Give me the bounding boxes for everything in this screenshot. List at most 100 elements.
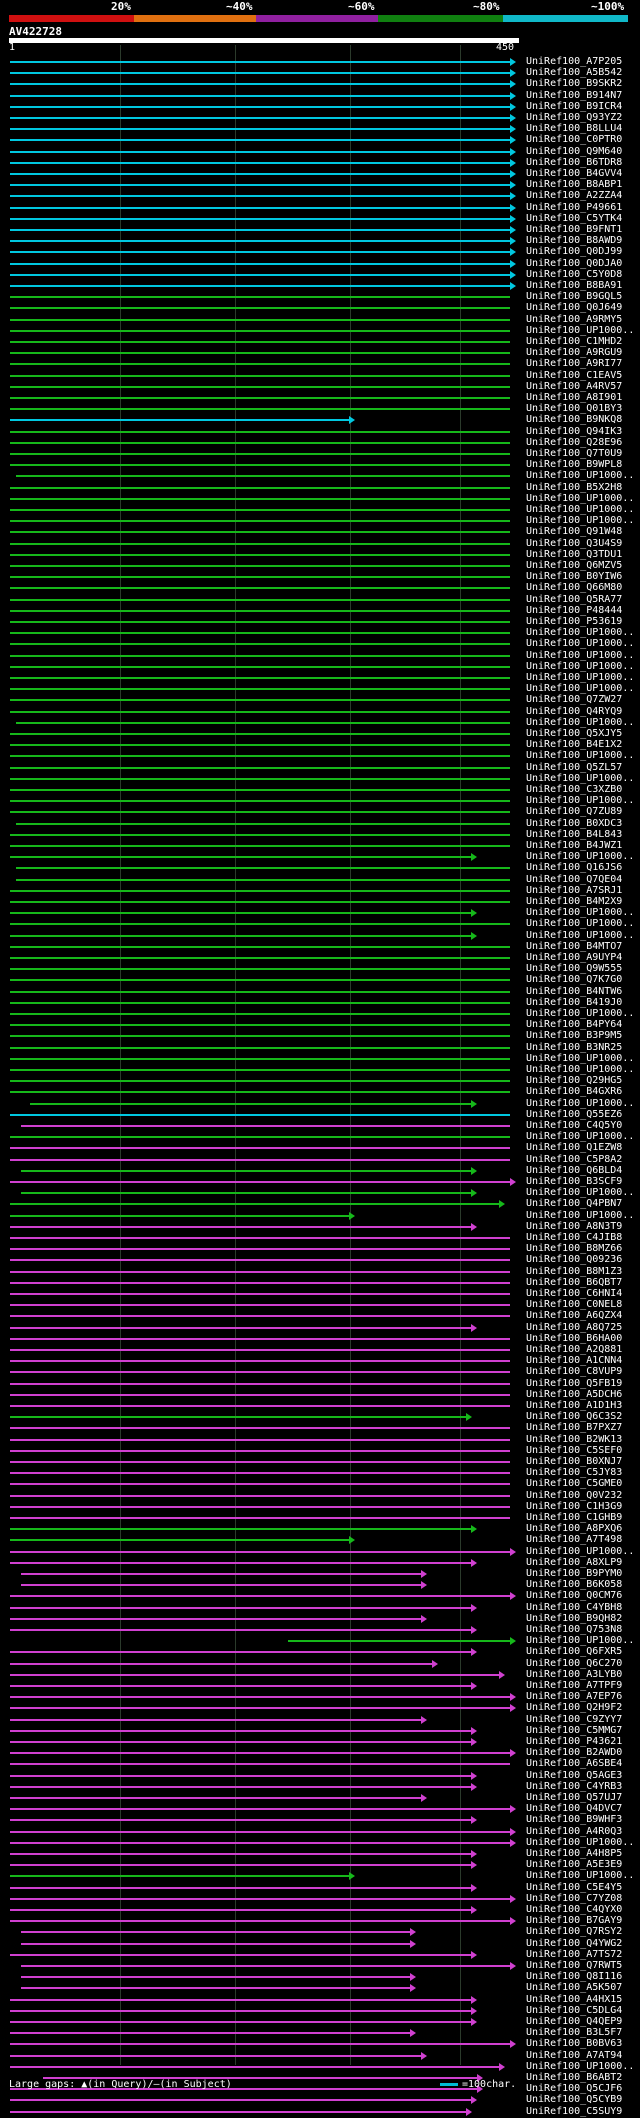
alignment-bar[interactable] [10,2029,416,2038]
alignment-bar[interactable] [10,1035,510,1038]
alignment-row[interactable]: UniRef100_B3NR25 [0,1042,640,1054]
hit-id-link[interactable]: UniRef100_Q91W48 [526,526,623,538]
alignment-row[interactable]: UniRef100_B6QBT7 [0,1277,640,1289]
alignment-row[interactable]: UniRef100_C5P8A2 [0,1154,640,1166]
hit-id-link[interactable]: UniRef100_C1EAV5 [526,369,623,381]
alignment-row[interactable]: UniRef100_UP1000.. [0,672,640,684]
alignment-bar[interactable] [287,1637,517,1646]
alignment-bar[interactable] [10,214,516,223]
hit-id-link[interactable]: UniRef100_UP1000.. [526,504,635,515]
alignment-row[interactable]: UniRef100_Q0DJ99 [0,246,640,258]
alignment-row[interactable]: UniRef100_B4PY64 [0,1019,640,1031]
hit-id-link[interactable]: UniRef100_B4E1X2 [526,739,623,751]
alignment-row[interactable]: UniRef100_A9RMY5 [0,314,640,326]
alignment-row[interactable]: UniRef100_A5B542 [0,67,640,79]
hit-id-link[interactable]: UniRef100_Q7ZU89 [526,806,623,818]
alignment-row[interactable]: UniRef100_UP1000.. [0,1870,640,1882]
hit-id-link[interactable]: UniRef100_C4Q5Y0 [526,1120,623,1131]
alignment-bar[interactable] [10,1483,510,1486]
hit-id-link[interactable]: UniRef100_A4H8P5 [526,1848,623,1859]
hit-id-link[interactable]: UniRef100_B2AWD0 [526,1747,623,1759]
alignment-bar[interactable] [10,553,510,556]
alignment-row[interactable]: UniRef100_Q5AGE3 [0,1770,640,1782]
alignment-row[interactable]: UniRef100_A4HX15 [0,1994,640,2006]
alignment-row[interactable]: UniRef100_A1CNN4 [0,1355,640,1367]
alignment-bar[interactable] [10,654,510,657]
alignment-bar[interactable] [10,1080,510,1083]
hit-id-link[interactable]: UniRef100_B9GQL5 [526,291,623,303]
hit-id-link[interactable]: UniRef100_UP1000.. [526,851,635,863]
alignment-row[interactable]: UniRef100_UP1000.. [0,661,640,673]
hit-id-link[interactable]: UniRef100_Q3TDU1 [526,548,623,560]
alignment-row[interactable]: UniRef100_Q29HG5 [0,1075,640,1087]
alignment-bar[interactable] [21,1125,510,1127]
alignment-row[interactable]: UniRef100_Q9M640 [0,146,640,158]
hit-id-link[interactable]: UniRef100_Q4YWG2 [526,1937,623,1949]
alignment-row[interactable]: UniRef100_B0XDC3 [0,818,640,830]
alignment-bar[interactable] [10,565,510,567]
alignment-row[interactable]: UniRef100_A8N3T9 [0,1221,640,1233]
hit-id-link[interactable]: UniRef100_Q753N8 [526,1624,623,1635]
hit-id-link[interactable]: UniRef100_B6K058 [526,1579,623,1591]
hit-id-link[interactable]: UniRef100_Q5RA77 [526,593,623,605]
alignment-row[interactable]: UniRef100_C3XZB0 [0,784,640,796]
alignment-row[interactable]: UniRef100_B3SCF9 [0,1176,640,1188]
alignment-bar[interactable] [10,1782,478,1791]
alignment-bar[interactable] [21,1973,416,1982]
hit-id-link[interactable]: UniRef100_C5SUY9 [526,2105,623,2117]
alignment-row[interactable]: UniRef100_UP1000.. [0,515,640,527]
alignment-bar[interactable] [10,125,516,134]
alignment-row[interactable]: UniRef100_B419J0 [0,997,640,1009]
alignment-bar[interactable] [10,609,510,612]
alignment-row[interactable]: UniRef100_Q5RA77 [0,593,640,606]
hit-id-link[interactable]: UniRef100_A1D1H3 [526,1400,623,1411]
alignment-row[interactable]: UniRef100_Q16JS6 [0,862,640,874]
alignment-bar[interactable] [10,341,510,343]
alignment-bar[interactable] [10,755,510,758]
hit-id-link[interactable]: UniRef100_A5DCH6 [526,1388,623,1400]
hit-id-link[interactable]: UniRef100_C5E4Y5 [526,1881,623,1893]
hit-id-link[interactable]: UniRef100_Q5ZL57 [526,761,623,773]
alignment-bar[interactable] [10,170,516,178]
alignment-row[interactable]: UniRef100_B6HA00 [0,1333,640,1345]
alignment-row[interactable]: UniRef100_B4GVV4 [0,168,640,180]
alignment-bar[interactable] [10,811,510,814]
hit-id-link[interactable]: UniRef100_B4GXR6 [526,1086,623,1098]
alignment-row[interactable]: UniRef100_A1D1H3 [0,1400,640,1412]
alignment-bar[interactable] [10,237,516,246]
alignment-bar[interactable] [10,374,510,377]
alignment-row[interactable]: UniRef100_B3P9M5 [0,1030,640,1042]
hit-id-link[interactable]: UniRef100_B4M2X9 [526,896,623,907]
hit-id-link[interactable]: UniRef100_B8MZ66 [526,1243,623,1255]
alignment-bar[interactable] [21,1166,478,1175]
alignment-bar[interactable] [10,329,510,332]
alignment-bar[interactable] [21,1189,478,1198]
hit-id-link[interactable]: UniRef100_A9RGU9 [526,347,623,359]
alignment-bar[interactable] [10,979,510,982]
alignment-bar[interactable] [10,733,510,735]
alignment-bar[interactable] [10,1013,510,1015]
alignment-bar[interactable] [10,1158,510,1161]
alignment-bar[interactable] [10,1917,516,1926]
hit-id-link[interactable]: UniRef100_Q7RSY2 [526,1926,623,1938]
alignment-bar[interactable] [10,1726,478,1735]
hit-id-link[interactable]: UniRef100_P49661 [526,201,623,213]
alignment-row[interactable]: UniRef100_UP1000.. [0,907,640,919]
hit-id-link[interactable]: UniRef100_Q6FXR5 [526,1646,623,1658]
alignment-bar[interactable] [10,1057,510,1060]
alignment-bar[interactable] [10,520,510,523]
alignment-bar[interactable] [10,1614,428,1623]
alignment-row[interactable]: UniRef100_Q7ZU89 [0,806,640,818]
alignment-bar[interactable] [10,1001,510,1004]
alignment-bar[interactable] [10,1592,516,1601]
alignment-row[interactable]: UniRef100_C4JIB8 [0,1232,640,1244]
alignment-row[interactable]: UniRef100_B914N7 [0,90,640,102]
alignment-bar[interactable] [10,441,510,444]
alignment-bar[interactable] [10,1360,510,1363]
hit-id-link[interactable]: UniRef100_Q01BY3 [526,403,623,415]
hit-id-link[interactable]: UniRef100_A5B542 [526,67,623,79]
alignment-bar[interactable] [10,643,510,646]
alignment-bar[interactable] [10,621,510,623]
alignment-row[interactable]: UniRef100_B4JWZ1 [0,840,640,852]
hit-id-link[interactable]: UniRef100_UP1000.. [526,2060,635,2072]
